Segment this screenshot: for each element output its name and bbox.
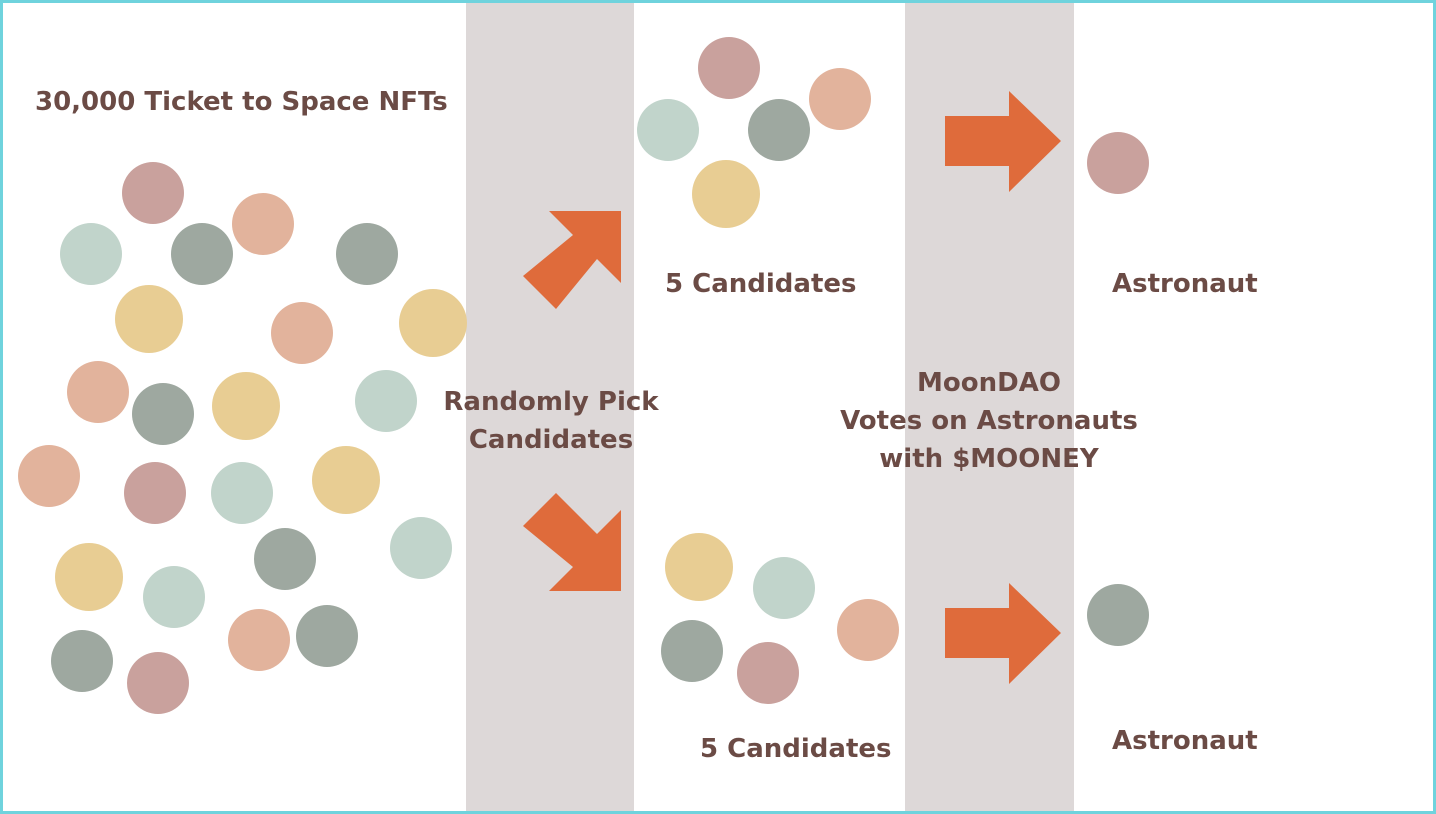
candidate-dot — [837, 599, 899, 661]
candidate-dot — [698, 37, 760, 99]
astronaut-bottom-label: Astronaut — [1112, 726, 1258, 756]
candidate-dot — [737, 642, 799, 704]
nft-dot — [132, 383, 194, 445]
random-pick-band — [466, 3, 634, 811]
pool-title: 30,000 Ticket to Space NFTs — [35, 87, 448, 117]
vote-label-line-3: with $MOONEY — [879, 444, 1099, 474]
candidate-dot — [665, 533, 733, 601]
arrow-right-icon — [945, 91, 1061, 192]
nft-dot — [296, 605, 358, 667]
nft-dot — [254, 528, 316, 590]
nft-dot — [127, 652, 189, 714]
nft-dot — [124, 462, 186, 524]
arrow-down-right-icon — [523, 493, 621, 591]
nft-dot — [18, 445, 80, 507]
nft-dot — [312, 446, 380, 514]
candidate-dot — [809, 68, 871, 130]
nft-dot — [228, 609, 290, 671]
nft-dot — [51, 630, 113, 692]
astronaut-dot — [1087, 132, 1149, 194]
astronaut-top-label: Astronaut — [1112, 269, 1258, 299]
vote-label-line-1: MoonDAO — [917, 368, 1061, 398]
nft-dot — [336, 223, 398, 285]
nft-dot — [143, 566, 205, 628]
candidate-dot — [748, 99, 810, 161]
nft-dot — [55, 543, 123, 611]
nft-dot — [60, 223, 122, 285]
nft-dot — [355, 370, 417, 432]
candidates-top-label: 5 Candidates — [665, 269, 857, 299]
nft-dot — [212, 372, 280, 440]
random-pick-label: Randomly Pick Candidates — [436, 383, 666, 459]
nft-dot — [211, 462, 273, 524]
nft-dot — [122, 162, 184, 224]
nft-dot — [67, 361, 129, 423]
random-pick-label-line-1: Randomly Pick — [443, 387, 659, 417]
nft-dot — [399, 289, 467, 357]
arrow-right-icon — [945, 583, 1061, 684]
nft-dot — [171, 223, 233, 285]
diagram-art — [18, 37, 1149, 714]
random-pick-label-line-2: Candidates — [468, 425, 634, 455]
nft-dot — [271, 302, 333, 364]
candidate-dot — [692, 160, 760, 228]
astronaut-dot — [1087, 584, 1149, 646]
candidate-dot — [661, 620, 723, 682]
vote-label-line-2: Votes on Astronauts — [840, 406, 1138, 436]
candidate-dot — [637, 99, 699, 161]
nft-dot — [232, 193, 294, 255]
candidate-dot — [753, 557, 815, 619]
vote-label: MoonDAO Votes on Astronauts with $MOONEY — [839, 364, 1139, 478]
candidates-bottom-label: 5 Candidates — [700, 734, 892, 764]
nft-dot — [115, 285, 183, 353]
nft-dot — [390, 517, 452, 579]
arrow-up-right-icon — [523, 211, 621, 309]
